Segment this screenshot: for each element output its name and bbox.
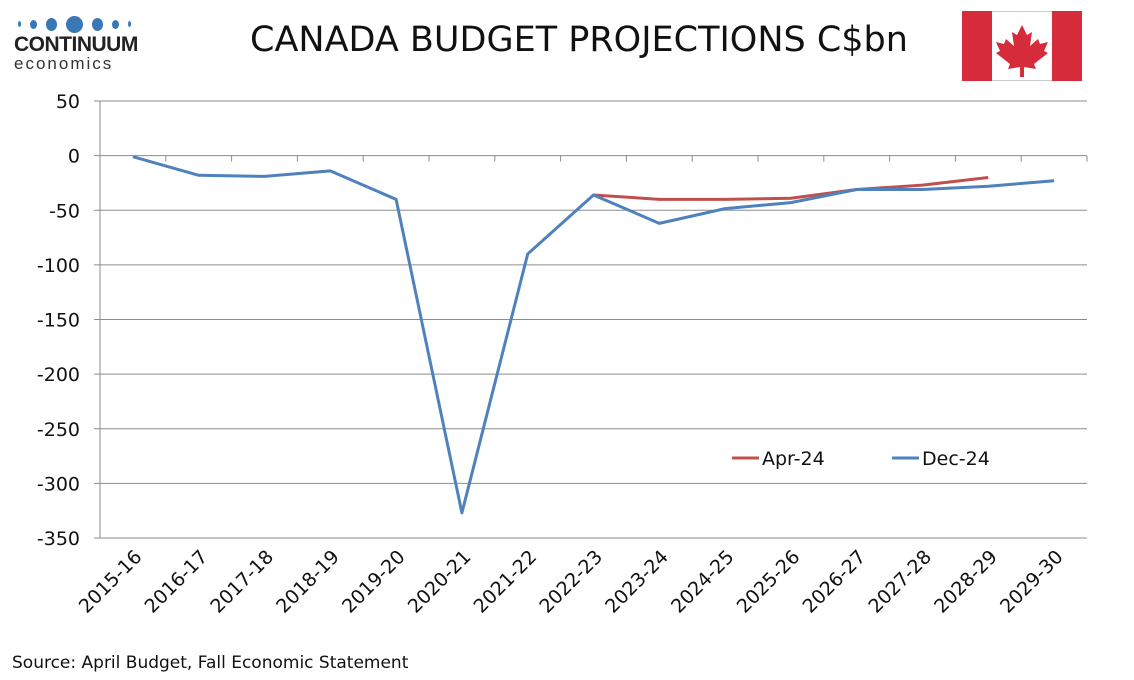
x-tick-label: 2028-29 — [930, 546, 1002, 618]
x-tick-label: 2029-30 — [996, 546, 1068, 618]
series-line-apr-24 — [593, 175, 989, 201]
x-tick-label: 2025-26 — [733, 546, 805, 618]
x-tick-label: 2020-21 — [404, 546, 476, 618]
x-tick-label: 2015-16 — [75, 546, 147, 618]
x-tick-label: 2017-18 — [206, 546, 278, 618]
maple-leaf-icon — [996, 25, 1048, 77]
x-tick-label: 2019-20 — [338, 546, 410, 618]
x-tick-label: 2027-28 — [864, 546, 936, 618]
series-line-dec-24 — [132, 155, 1055, 515]
y-tick-label: -150 — [37, 310, 80, 332]
x-tick-label: 2022-23 — [535, 546, 607, 618]
legend-label: Apr-24 — [762, 448, 825, 470]
y-tick-label: -50 — [49, 200, 80, 222]
y-tick-label: -100 — [37, 255, 80, 277]
y-tick-label: 50 — [56, 91, 80, 113]
x-tick-label: 2018-19 — [272, 546, 344, 618]
x-tick-label: 2016-17 — [141, 546, 213, 618]
x-tick-label: 2024-25 — [667, 546, 739, 618]
y-tick-label: -350 — [37, 528, 80, 550]
x-tick-label: 2023-24 — [601, 546, 673, 618]
chart-title: CANADA BUDGET PROJECTIONS C$bn — [250, 20, 908, 60]
y-tick-label: -300 — [37, 473, 80, 495]
source-note: Source: April Budget, Fall Economic Stat… — [12, 653, 409, 673]
y-tick-label: -250 — [37, 419, 80, 441]
logo-sub: economics — [14, 54, 114, 73]
logo-brand: CONTINUUM — [14, 33, 138, 56]
y-tick-label: -200 — [37, 364, 80, 386]
logo-dots — [18, 14, 134, 34]
continuum-logo: CONTINUUM economics — [14, 14, 138, 73]
canada-flag — [962, 11, 1082, 81]
x-tick-label: 2026-27 — [799, 546, 871, 618]
legend-label: Dec-24 — [922, 448, 990, 470]
y-tick-label: 0 — [68, 146, 80, 168]
x-tick-label: 2021-22 — [470, 546, 542, 618]
